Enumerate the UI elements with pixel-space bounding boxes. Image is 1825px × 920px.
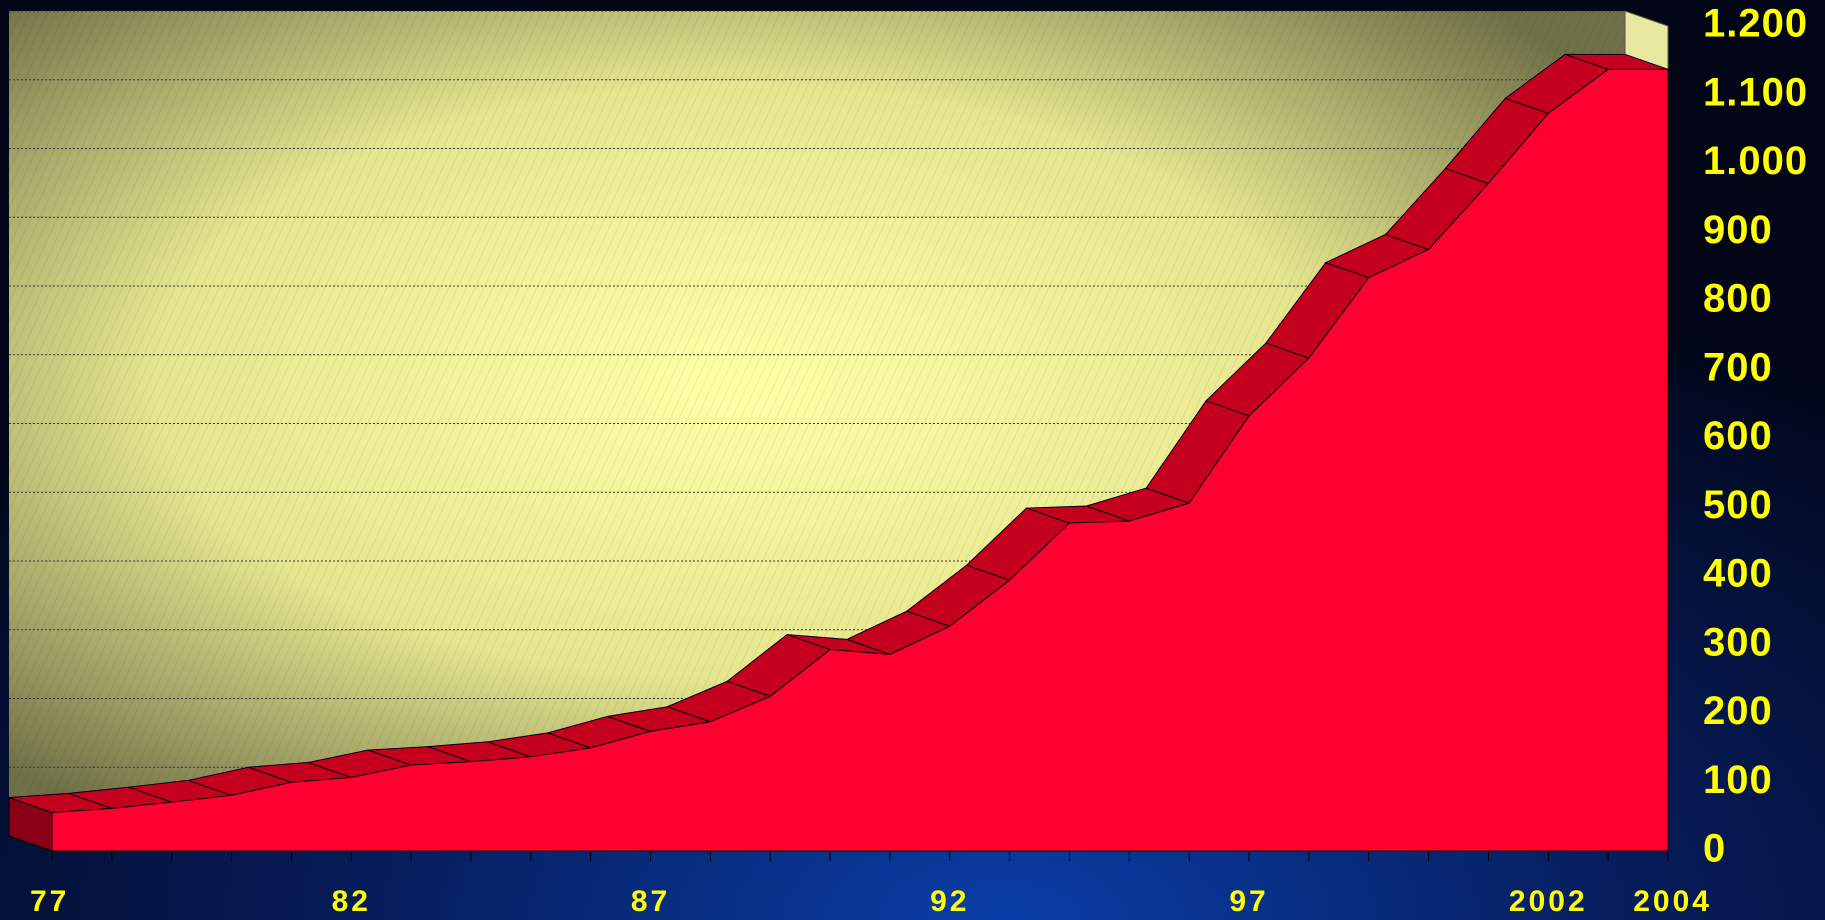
y-tick-label: 100	[1703, 758, 1773, 802]
y-tick-label: 500	[1703, 483, 1773, 527]
area	[51, 68, 1669, 852]
x-tick-label: 87	[631, 885, 670, 918]
y-tick-label: 0	[1703, 827, 1726, 871]
y-tick-label: 700	[1703, 345, 1773, 389]
y-tick-label: 200	[1703, 689, 1773, 733]
x-tick-label: 2004	[1633, 885, 1712, 918]
y-tick-label: 1.200	[1703, 2, 1808, 46]
y-tick-label: 300	[1703, 620, 1773, 664]
x-tick-label: 97	[1229, 885, 1268, 918]
y-tick-label: 600	[1703, 414, 1773, 458]
x-tick-label: 2002	[1509, 885, 1588, 918]
y-tick-label: 800	[1703, 277, 1773, 321]
y-tick-label: 900	[1703, 208, 1773, 252]
x-tick-label: 77	[30, 885, 69, 918]
x-tick-label: 92	[930, 885, 969, 918]
x-tick-label: 82	[332, 885, 371, 918]
y-tick-label: 1.000	[1703, 139, 1808, 183]
y-tick-label: 400	[1703, 552, 1773, 596]
y-tick-label: 1.100	[1703, 70, 1808, 114]
